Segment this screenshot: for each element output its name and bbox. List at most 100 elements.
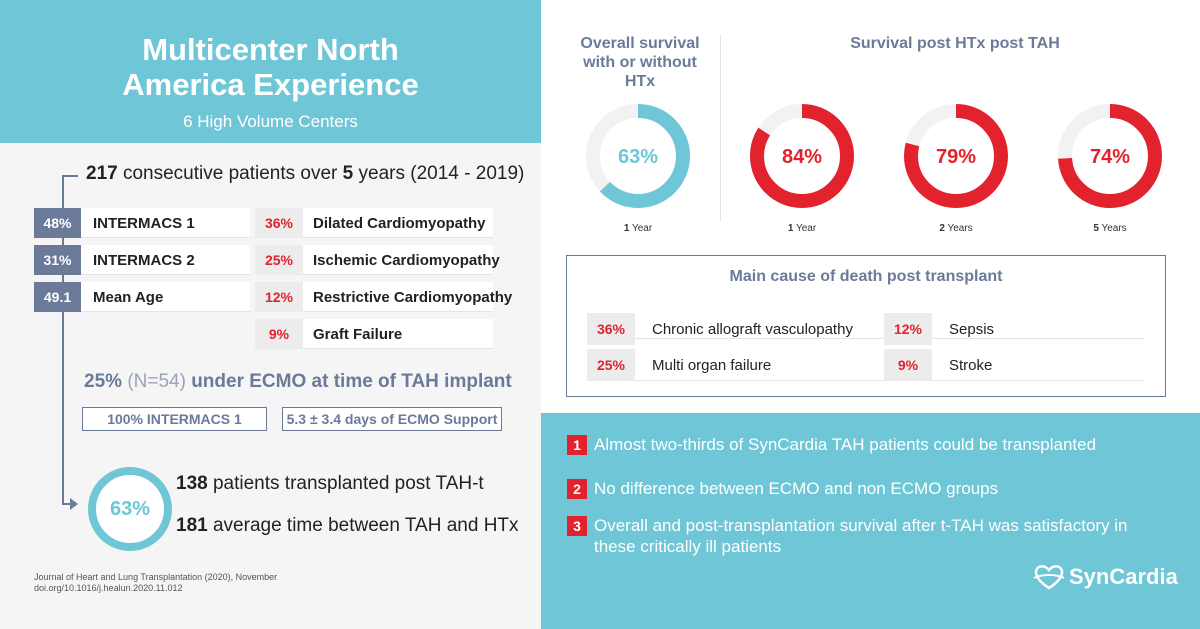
death-cause-label: Stroke [949,356,993,374]
ecmo-intermacs-box: 100% INTERMACS 1 [82,407,267,431]
cardiomyopathy-row: 12% Restrictive Cardiomyopathy [255,282,512,312]
survival-donut: 63% [586,104,690,208]
percent-badge: 12% [255,282,303,312]
donut-period-label: 2 Years [939,223,973,234]
conclusion-number: 3 [567,516,587,536]
stat-badge: 31% [34,245,81,275]
page-subtitle: 6 High Volume Centers [183,112,358,131]
death-cause-row: 25% Multi organ failure [587,349,771,381]
donut-period-label: 1 Year [787,223,817,234]
title-line-2: America Experience [122,67,419,102]
death-cause-row: 36% Chronic allograft vasculopathy [587,313,853,345]
donut-slice [904,104,1008,208]
percent-badge: 25% [255,245,303,275]
arrow-icon [70,498,78,510]
patients-count: 217 [86,163,118,184]
section-divider [720,34,721,222]
transplanted-line: 138 patients transplanted post TAH-t [176,473,484,495]
average-time-num: 181 [176,515,208,536]
citation-line-2: doi.org/10.1016/j.healun.2020.11.012 [34,583,183,593]
death-cause-label: Sepsis [949,320,995,338]
ecmo-support-box: 5.3 ± 3.4 days of ECMO Support [282,407,502,431]
average-time-text: average time between TAH and HTx [207,515,519,536]
bracket-line [62,175,78,177]
conclusion-text: No difference between ECMO and non ECMO … [594,479,999,498]
conclusions-panel [541,413,1200,629]
transplanted-text: patients transplanted post TAH-t [207,473,484,494]
logo-text: SynCardia [1069,564,1178,589]
survival-donut: 84% [750,104,854,208]
intro-part-2: years (2014 - 2019) [353,163,525,184]
cardiomyopathy-label: Dilated Cardiomyopathy [313,214,486,232]
transplanted-count: 138 [176,473,208,494]
percent-badge: 36% [255,208,303,238]
donut-slice [1058,104,1162,208]
ecmo-heading: 25% (N=54) under ECMO at time of TAH imp… [84,371,512,393]
donut-slice [750,104,854,208]
donut-period-label: 5 Years [1093,223,1127,234]
syncardia-logo: SynCardia [1032,564,1178,590]
ecmo-text: under ECMO at time of TAH implant [191,371,512,392]
conclusion-text: Almost two-thirds of SynCardia TAH patie… [594,435,1097,454]
stat-row-intermacs-2: 31% INTERMACS 2 [34,245,195,275]
death-cause-row: 12% Sepsis [884,313,994,345]
donut-period-label: 1 Year [623,223,653,234]
page-title: Multicenter North America Experience [0,32,541,102]
bracket-line [62,175,64,505]
post-htx-survival-title: Survival post HTx post TAH [850,35,1060,52]
title-line-1: Multicenter North [142,32,399,67]
conclusion-number: 2 [567,479,587,499]
years-count: 5 [342,163,354,184]
cardiomyopathy-label: Restrictive Cardiomyopathy [313,288,513,306]
conclusion-item: 1 Almost two-thirds of SynCardia TAH pat… [567,434,1096,455]
left-panel: Multicenter North America Experience 6 H… [0,0,541,629]
bracket-line [62,503,72,505]
conclusion-item: 2 No difference between ECMO and non ECM… [567,478,998,499]
transplanted-ring: 63% [88,467,172,551]
donut-value-label: 74% [1090,146,1130,168]
conclusion-number: 1 [567,435,587,455]
citation-line-1: Journal of Heart and Lung Transplantatio… [34,572,278,582]
stat-badge: 48% [34,208,81,238]
death-cause-row: 9% Stroke [884,349,992,381]
death-cause-label: Multi organ failure [652,356,772,374]
percent-badge: 36% [587,313,635,345]
cardiomyopathy-label: Graft Failure [313,325,403,343]
overall-survival-title: Overall survival with or without HTx [580,35,700,90]
percent-badge: 12% [884,313,932,345]
percent-badge: 9% [884,349,932,381]
stat-label: INTERMACS 2 [93,251,195,269]
donut-value-label: 84% [782,146,822,168]
citation: Journal of Heart and Lung Transplantatio… [34,572,277,594]
intro-text: 217 consecutive patients over 5 years (2… [86,163,524,185]
intro-part-1: consecutive patients over [117,163,343,184]
conclusion-text: Overall and post-transplantation surviva… [594,516,1128,556]
stat-row-mean-age: 49.1 Mean Age [34,282,163,312]
ecmo-n: (N=54) [127,371,186,392]
average-time-line: 181 average time between TAH and HTx [176,515,519,537]
stat-label: INTERMACS 1 [93,214,195,232]
header-banner: Multicenter North America Experience 6 H… [0,0,541,143]
death-causes-title: Main cause of death post transplant [729,268,1003,285]
cardiomyopathy-label: Ischemic Cardiomyopathy [313,251,500,269]
stat-badge: 49.1 [34,282,81,312]
row-divider [587,338,1145,339]
survival-donut: 74% [1058,104,1162,208]
conclusion-item: 3 Overall and post-transplantation survi… [567,515,1157,557]
death-cause-label: Chronic allograft vasculopathy [652,320,853,338]
survival-donut: 79% [904,104,1008,208]
cardiomyopathy-row: 9% Graft Failure [255,319,402,349]
percent-badge: 9% [255,319,303,349]
cardiomyopathy-row: 36% Dilated Cardiomyopathy [255,208,486,238]
row-divider [587,380,1145,381]
stat-row-intermacs-1: 48% INTERMACS 1 [34,208,195,238]
cardiomyopathy-row: 25% Ischemic Cardiomyopathy [255,245,500,275]
donut-value-label: 63% [618,146,658,168]
heart-logo-icon [1033,565,1065,590]
donut-slice [586,104,690,208]
death-causes-box: Main cause of death post transplant 36% … [566,255,1166,397]
ecmo-pct: 25% [84,371,123,392]
stat-label: Mean Age [93,288,164,306]
percent-badge: 25% [587,349,635,381]
donut-value-label: 79% [936,146,976,168]
